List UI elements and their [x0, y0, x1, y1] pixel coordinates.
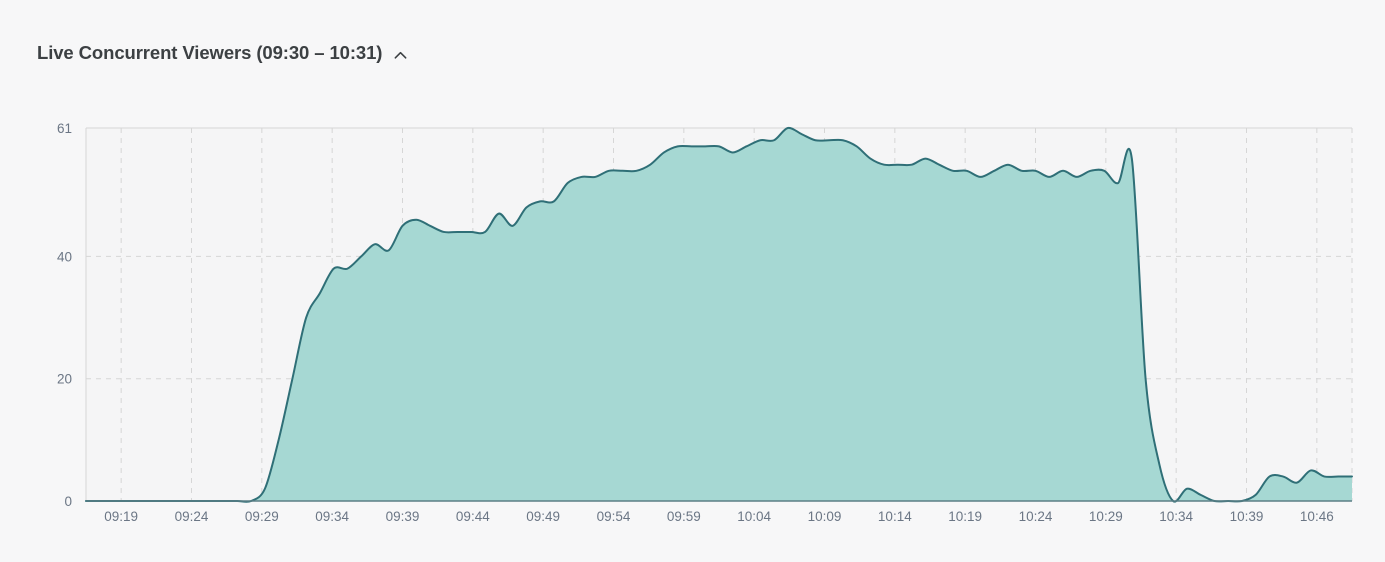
x-tick-label: 09:24 — [175, 509, 209, 524]
x-tick-label: 10:29 — [1089, 509, 1123, 524]
concurrent-viewers-chart[interactable]: 0 20 40 61 09:19 09:24 09:29 09:34 09:39 09:44 09… — [0, 100, 1385, 540]
x-tick-label: 10:14 — [878, 509, 912, 524]
chevron-up-icon[interactable] — [393, 48, 408, 63]
chart-collapse-header[interactable]: Live Concurrent Viewers (09:30 – 10:31) — [37, 42, 408, 64]
x-tick-label: 10:46 — [1300, 509, 1334, 524]
x-axis-tick-labels: 09:19 09:24 09:29 09:34 09:39 09:44 09:49 09:54… — [104, 509, 1333, 524]
y-tick-label: 20 — [57, 372, 72, 387]
x-tick-label: 09:49 — [526, 509, 560, 524]
x-tick-label: 10:39 — [1230, 509, 1264, 524]
x-tick-label: 09:19 — [104, 509, 138, 524]
x-tick-label: 09:39 — [386, 509, 420, 524]
x-tick-label: 09:29 — [245, 509, 279, 524]
page-title: Live Concurrent Viewers (09:30 – 10:31) — [37, 42, 383, 63]
y-axis-tick-labels: 0 20 40 61 — [57, 121, 72, 509]
y-tick-label: 40 — [57, 249, 72, 264]
y-tick-label: 61 — [57, 121, 72, 136]
x-tick-label: 10:09 — [808, 509, 842, 524]
x-tick-label: 09:34 — [315, 509, 349, 524]
series-line — [85, 126, 1353, 503]
area-fill — [86, 127, 1352, 502]
x-tick-label: 09:54 — [597, 509, 631, 524]
x-tick-label: 10:34 — [1159, 509, 1193, 524]
x-tick-label: 10:04 — [737, 509, 771, 524]
x-tick-label: 10:24 — [1019, 509, 1053, 524]
x-tick-label: 10:19 — [948, 509, 982, 524]
y-tick-label: 0 — [64, 494, 72, 509]
x-tick-label: 09:44 — [456, 509, 490, 524]
x-tick-label: 09:59 — [667, 509, 701, 524]
